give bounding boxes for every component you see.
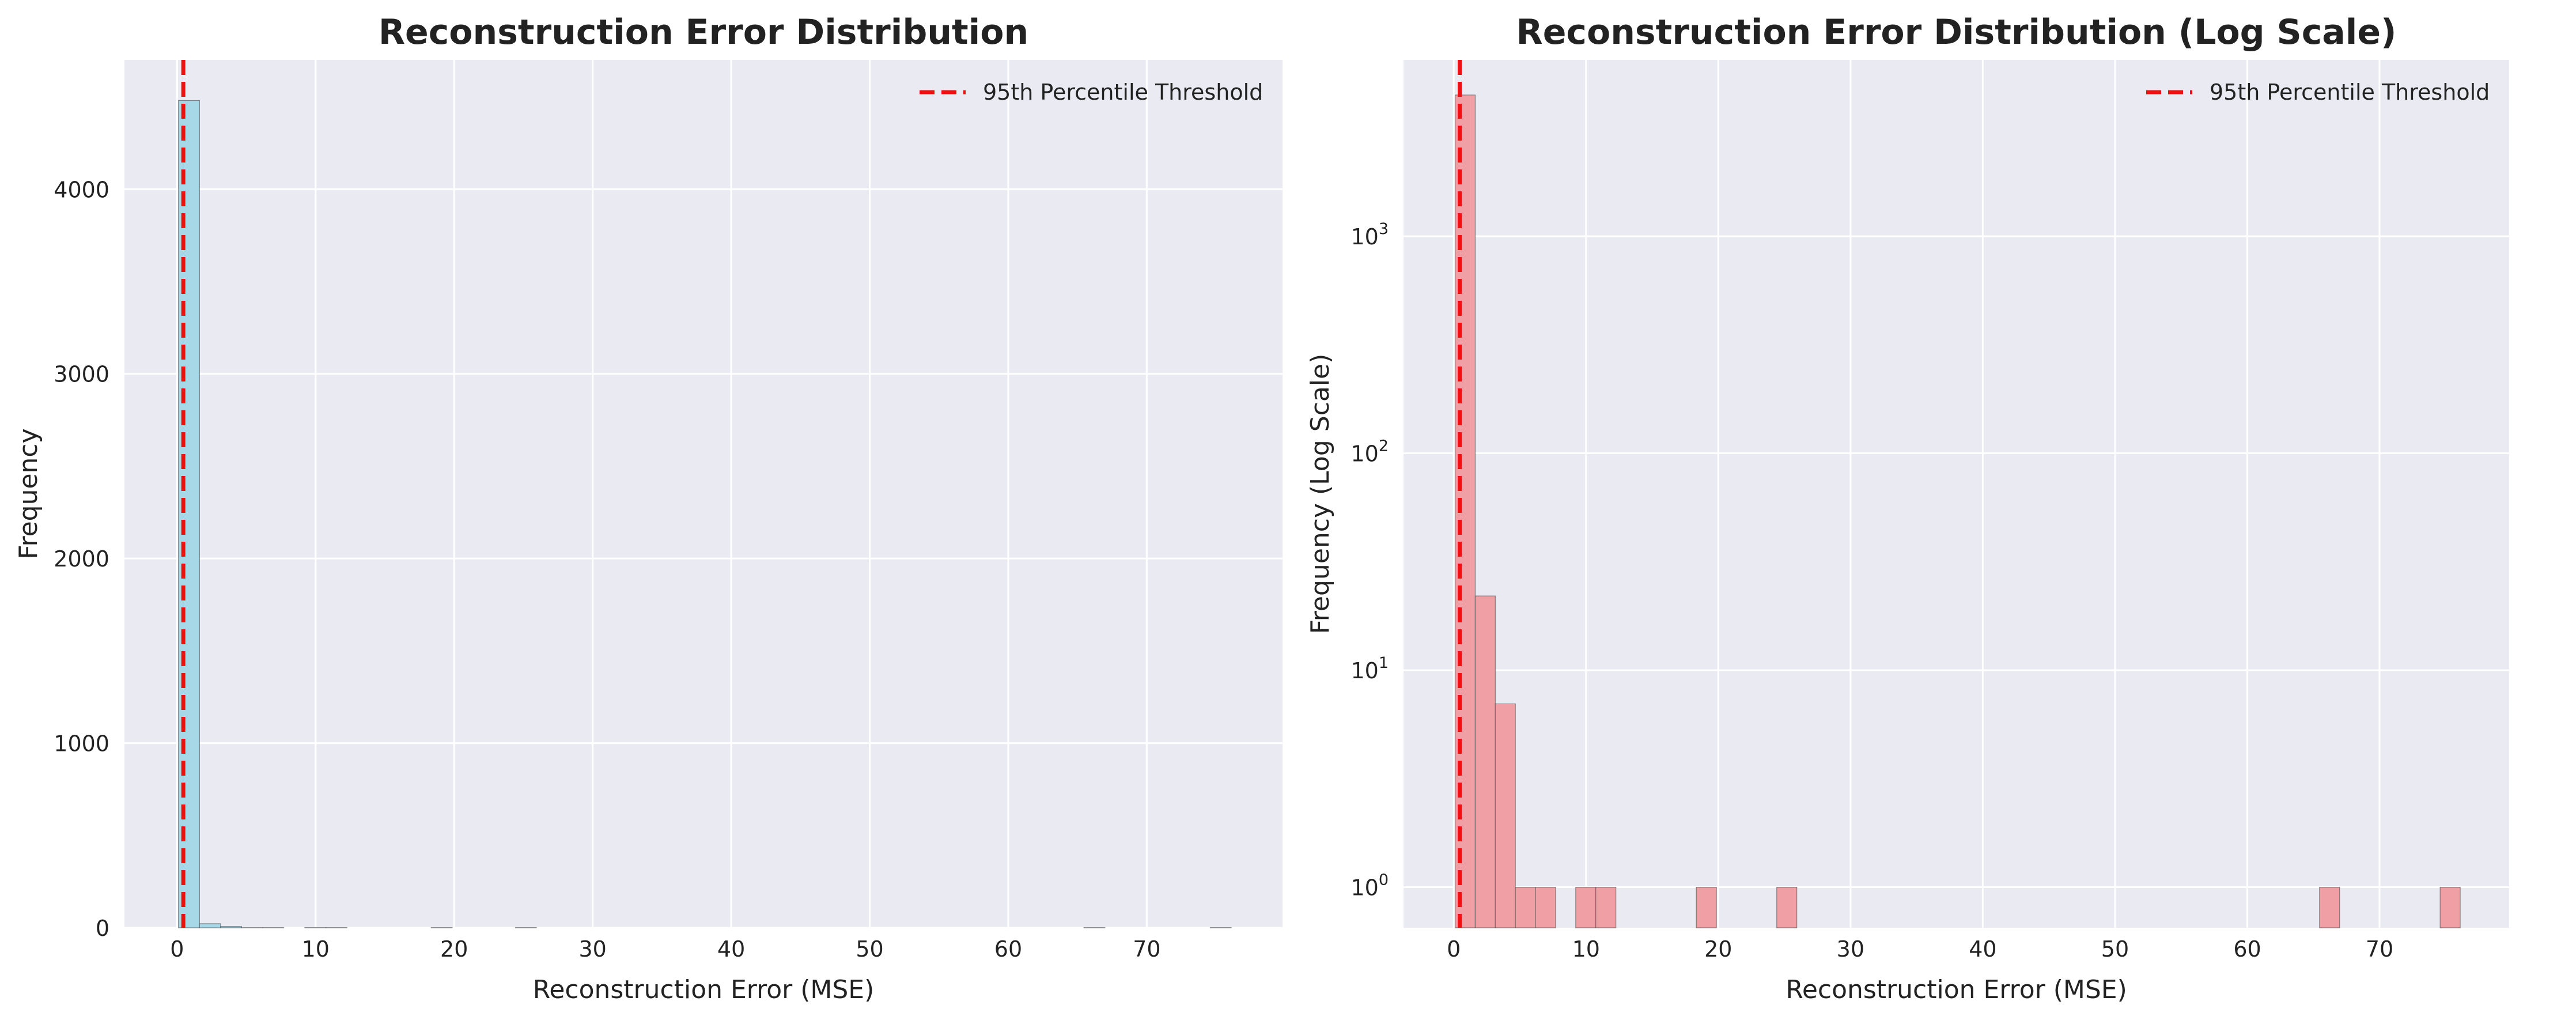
y-tick-label: 3000 — [54, 362, 109, 387]
plot-area — [1404, 60, 2509, 928]
y-tick-base: 10 — [1351, 441, 1378, 467]
y-tick-exponent: 3 — [1379, 220, 1389, 238]
y-axis-label: Frequency (Log Scale) — [1306, 354, 1335, 634]
x-tick-label: 60 — [994, 936, 1022, 962]
x-tick-label: 50 — [856, 936, 883, 962]
y-tick-label: 103 — [1351, 220, 1389, 250]
x-tick-label: 0 — [1447, 936, 1461, 962]
y-tick-base: 10 — [1351, 224, 1378, 250]
y-tick-base: 10 — [1351, 875, 1378, 901]
histogram-bar — [199, 923, 221, 928]
histogram-bar — [1495, 703, 1516, 928]
histogram-bar — [1595, 886, 1617, 928]
y-tick-exponent: 1 — [1379, 654, 1389, 672]
y-tick-label: 2000 — [54, 546, 109, 572]
histogram-bar — [2439, 886, 2461, 928]
grid — [124, 60, 1283, 929]
x-tick-label: 50 — [2101, 936, 2129, 962]
y-tick-exponent: 2 — [1379, 437, 1389, 455]
histogram-bar — [1535, 886, 1556, 928]
y-tick-label: 0 — [96, 916, 109, 941]
y-axis-label: Frequency — [14, 428, 43, 559]
chart-title: Reconstruction Error Distribution — [379, 12, 1028, 52]
y-tick-exponent: 0 — [1379, 871, 1389, 889]
x-tick-label: 30 — [578, 936, 606, 962]
x-tick-label: 10 — [302, 936, 330, 962]
x-tick-label: 40 — [1969, 936, 1996, 962]
x-tick-label: 20 — [1704, 936, 1732, 962]
histogram-bar — [1474, 595, 1496, 928]
histogram-bar — [1696, 886, 1717, 928]
x-tick-label: 40 — [717, 936, 745, 962]
histogram-bar — [220, 926, 243, 928]
x-tick-label: 30 — [1837, 936, 1864, 962]
x-tick-label: 20 — [440, 936, 468, 962]
y-tick-label: 100 — [1351, 871, 1389, 901]
log-histogram-panel: Reconstruction Error (MSE) Frequency (Lo… — [1306, 12, 2509, 1004]
histogram-bar — [1575, 886, 1597, 928]
legend-label: 95th Percentile Threshold — [983, 80, 1263, 105]
x-tick-label: 70 — [2366, 936, 2393, 962]
histogram-bar — [1515, 886, 1536, 928]
histogram-bar — [2319, 886, 2340, 928]
y-tick-label: 101 — [1351, 654, 1389, 683]
linear-histogram-panel: Reconstruction Error (MSE) Frequency 0 10… — [14, 12, 1283, 1004]
y-tick-label: 1000 — [54, 731, 109, 757]
histogram-bar — [1776, 886, 1798, 928]
x-axis-label: Reconstruction Error (MSE) — [533, 975, 875, 1004]
x-axis-label: Reconstruction Error (MSE) — [1786, 975, 2127, 1004]
x-tick-label: 70 — [1133, 936, 1160, 962]
legend-label: 95th Percentile Threshold — [2210, 80, 2490, 105]
x-tick-label: 0 — [170, 936, 184, 962]
chart-title: Reconstruction Error Distribution (Log S… — [1516, 12, 2397, 52]
x-tick-label: 10 — [1572, 936, 1600, 962]
x-tick-label: 60 — [2233, 936, 2261, 962]
plot-area — [124, 60, 1283, 928]
y-tick-label: 4000 — [54, 177, 109, 202]
grid — [1404, 60, 2509, 928]
y-tick-base: 10 — [1351, 658, 1378, 683]
y-tick-label: 102 — [1351, 437, 1389, 467]
